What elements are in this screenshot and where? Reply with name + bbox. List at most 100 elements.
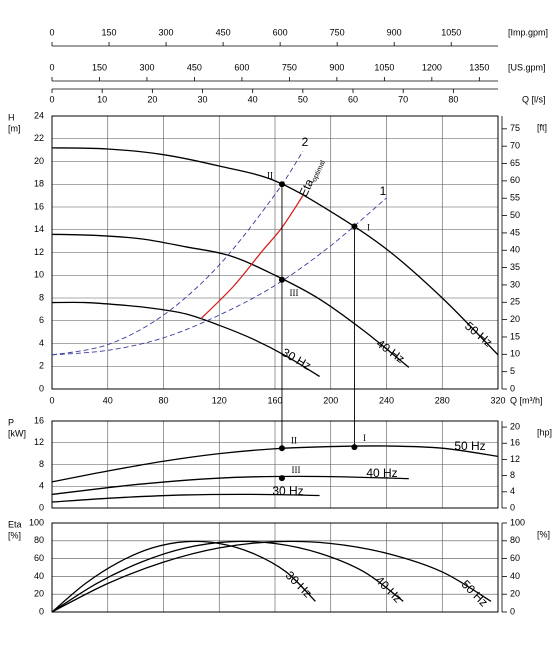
y-tick-label: 16 [34, 415, 44, 425]
scale-tick-label: 600 [273, 27, 288, 37]
curve [51, 475, 409, 496]
y2-tick-label: 25 [510, 297, 520, 307]
scale-label: [US.gpm] [508, 62, 546, 72]
scale-tick-label: 300 [139, 62, 154, 72]
plot-frame [51, 420, 499, 509]
x-tick-label: 280 [435, 395, 450, 405]
scale-tick-label: 20 [147, 94, 157, 104]
scale-tick-label: 80 [448, 94, 458, 104]
y2-tick-label: 60 [510, 175, 520, 185]
y-tick-label: 80 [34, 535, 44, 545]
scale-tick-label: 30 [197, 94, 207, 104]
scale-tick-label: 50 [298, 94, 308, 104]
y-tick-label: 8 [39, 459, 44, 469]
y2-tick-label: 80 [510, 535, 520, 545]
y2-tick-label: 0 [510, 502, 515, 512]
y2-tick-label: 20 [510, 589, 520, 599]
scale-tick-label: 450 [216, 27, 231, 37]
scale-tick-label: 60 [348, 94, 358, 104]
scale-tick-label: 1200 [422, 62, 442, 72]
curve [51, 540, 404, 613]
series-label: 40 Hz [366, 466, 397, 480]
y-tick-label: 0 [39, 502, 44, 512]
series-name: 40 Hz [366, 466, 397, 480]
curve [51, 233, 410, 368]
scale-tick-label: 0 [49, 27, 54, 37]
x-tick-label: 120 [212, 395, 227, 405]
y2-unit: [hp] [537, 427, 552, 437]
point-label: I [363, 433, 366, 443]
y-tick-label: 8 [39, 292, 44, 302]
x-tick-label: 160 [267, 395, 282, 405]
series-label: 50 Hz [454, 439, 485, 453]
x-label: Q [m³/h] [510, 395, 543, 405]
scale-label: Q [l/s] [522, 94, 546, 104]
y2-unit: [ft] [537, 122, 547, 132]
y2-tick-label: 75 [510, 123, 520, 133]
y-tick-label: 10 [34, 270, 44, 280]
curve [51, 445, 499, 483]
y2-tick-label: 16 [510, 438, 520, 448]
point-label: I [367, 222, 370, 232]
scale-tick-label: 0 [49, 94, 54, 104]
scale-tick-label: 1350 [469, 62, 489, 72]
curve [51, 147, 499, 356]
scale-tick-label: 900 [387, 27, 402, 37]
x-tick-label: 240 [379, 395, 394, 405]
point-label: II [267, 170, 273, 180]
y2-tick-label: 50 [510, 210, 520, 220]
operating-point [278, 475, 285, 482]
y-tick-label: 4 [39, 481, 44, 491]
x-tick-label: 200 [323, 395, 338, 405]
scale-tick-label: 70 [398, 94, 408, 104]
plot-frame [51, 115, 499, 390]
point-label: II [291, 435, 297, 445]
y2-tick-label: 20 [510, 421, 520, 431]
scale-tick-label: 750 [330, 27, 345, 37]
scale-tick-label: 450 [187, 62, 202, 72]
y-tick-label: 20 [34, 156, 44, 166]
scale-tick-label: 1050 [441, 27, 461, 37]
y-tick-label: 60 [34, 553, 44, 563]
y-label: Eta [8, 519, 22, 529]
y2-tick-label: 65 [510, 158, 520, 168]
y2-tick-label: 30 [510, 279, 520, 289]
scale-tick-label: 150 [102, 27, 117, 37]
y-tick-label: 0 [39, 383, 44, 393]
y2-tick-label: 8 [510, 470, 515, 480]
y2-tick-label: 40 [510, 245, 520, 255]
series-label: 50 Hz [462, 319, 495, 350]
series-label: Etaoptimal [296, 156, 327, 199]
y-tick-label: 12 [34, 437, 44, 447]
y-tick-label: 100 [29, 517, 44, 527]
scale-tick-label: 40 [248, 94, 258, 104]
x-tick-label: 40 [103, 395, 113, 405]
y-tick-label: 0 [39, 606, 44, 616]
y2-tick-label: 40 [510, 571, 520, 581]
y-tick-label: 12 [34, 247, 44, 257]
y-label: H [8, 112, 15, 122]
operating-point [278, 181, 285, 188]
series-name: 2 [302, 135, 309, 149]
y-unit: [%] [8, 530, 21, 540]
y2-unit: [%] [537, 529, 550, 539]
scale-tick-label: 900 [329, 62, 344, 72]
curve [51, 540, 492, 613]
operating-point [351, 444, 358, 451]
series-name: 50 Hz [454, 439, 485, 453]
y2-tick-label: 0 [510, 606, 515, 616]
y2-tick-label: 35 [510, 262, 520, 272]
series-name: 40 Hz [374, 336, 408, 366]
y2-tick-label: 20 [510, 314, 520, 324]
y-label: P [8, 417, 14, 427]
operating-point [278, 276, 285, 283]
plot-frame [51, 522, 499, 613]
x-tick-label: 320 [490, 395, 505, 405]
operating-point [278, 445, 285, 452]
y-unit: [m] [8, 123, 21, 133]
series-name: 40 Hz [373, 573, 405, 605]
curve [51, 540, 316, 613]
series-name: 50 Hz [459, 577, 491, 609]
y2-tick-label: 60 [510, 553, 520, 563]
y-tick-label: 16 [34, 201, 44, 211]
